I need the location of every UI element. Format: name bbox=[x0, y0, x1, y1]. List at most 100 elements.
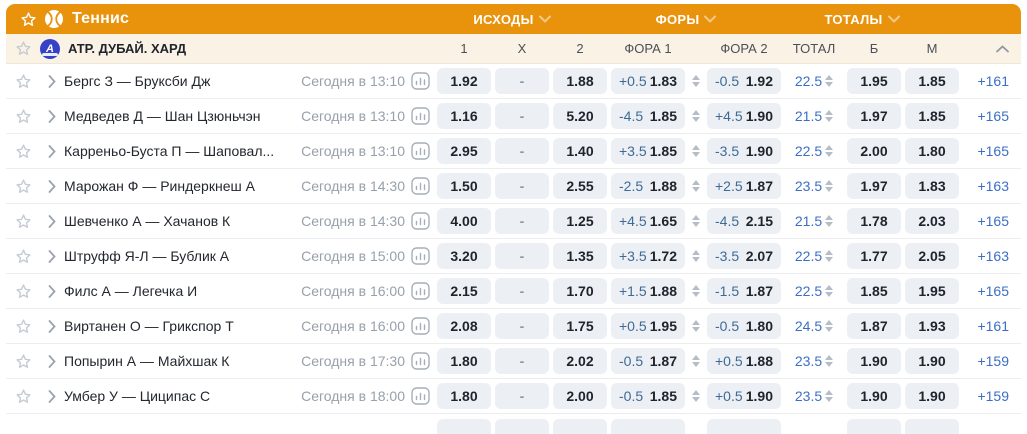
total-stepper[interactable] bbox=[825, 320, 834, 332]
match-name[interactable]: Марожан Ф — Риндеркнеш А bbox=[64, 178, 255, 194]
more-markets-link[interactable]: +161 bbox=[977, 318, 1009, 334]
total-stepper[interactable] bbox=[825, 355, 834, 367]
odds-draw[interactable]: - bbox=[495, 348, 549, 374]
total-stepper[interactable] bbox=[825, 110, 834, 122]
more-markets-link[interactable]: +159 bbox=[977, 353, 1009, 369]
odds-handicap2[interactable]: -1.5 1.87 bbox=[707, 278, 781, 304]
more-markets-link[interactable]: +165 bbox=[977, 108, 1009, 124]
match-statistics-icon[interactable] bbox=[405, 352, 435, 370]
expand-match-chevron-right-icon[interactable] bbox=[40, 319, 64, 333]
handicap-stepper[interactable] bbox=[692, 355, 700, 367]
expand-match-chevron-right-icon[interactable] bbox=[40, 214, 64, 228]
odds-handicap2[interactable]: +4.5 1.90 bbox=[707, 103, 781, 129]
match-statistics-icon[interactable] bbox=[405, 247, 435, 265]
odds-w1[interactable]: 1.50 bbox=[437, 173, 491, 199]
match-statistics-icon[interactable] bbox=[405, 177, 435, 195]
match-statistics-icon[interactable] bbox=[405, 107, 435, 125]
favorite-match-star-icon[interactable] bbox=[6, 318, 40, 335]
expand-match-chevron-right-icon[interactable] bbox=[40, 284, 64, 298]
odds-w2[interactable]: 2.02 bbox=[553, 348, 607, 374]
odds-w2[interactable]: 1.70 bbox=[553, 278, 607, 304]
more-markets-link[interactable]: +161 bbox=[977, 73, 1009, 89]
collapse-league-chevron-up-icon[interactable] bbox=[961, 44, 1021, 53]
odds-total-over[interactable]: 1.95 bbox=[847, 68, 901, 94]
odds-w2[interactable]: 1.40 bbox=[553, 138, 607, 164]
odds-w1[interactable]: 3.20 bbox=[437, 243, 491, 269]
odds-handicap2[interactable]: -3.5 1.90 bbox=[707, 138, 781, 164]
favorite-match-star-icon[interactable] bbox=[6, 283, 40, 300]
total-stepper[interactable] bbox=[825, 75, 834, 87]
odds-handicap1[interactable]: +0.5 1.95 bbox=[611, 313, 685, 339]
favorite-match-star-icon[interactable] bbox=[6, 108, 40, 125]
favorite-match-star-icon[interactable] bbox=[6, 353, 40, 370]
odds-draw[interactable]: - bbox=[495, 173, 549, 199]
odds-total-over[interactable]: 1.97 bbox=[847, 103, 901, 129]
odds-w1[interactable]: 4.00 bbox=[437, 208, 491, 234]
odds-handicap2[interactable]: -0.5 1.80 bbox=[707, 313, 781, 339]
odds-total-under[interactable]: 1.80 bbox=[905, 138, 959, 164]
match-name[interactable]: Медведев Д — Шан Цзюньчэн bbox=[64, 108, 261, 124]
odds-draw[interactable]: - bbox=[495, 313, 549, 339]
odds-total-over[interactable]: 1.90 bbox=[847, 383, 901, 409]
odds-draw[interactable]: - bbox=[495, 103, 549, 129]
odds-draw[interactable]: - bbox=[495, 138, 549, 164]
handicap-stepper[interactable] bbox=[692, 250, 700, 262]
odds-w2[interactable]: 2.55 bbox=[553, 173, 607, 199]
total-line[interactable]: 23.5 bbox=[795, 178, 834, 194]
expand-match-chevron-right-icon[interactable] bbox=[40, 109, 64, 123]
odds-total-over[interactable]: 1.97 bbox=[847, 173, 901, 199]
expand-match-chevron-right-icon[interactable] bbox=[40, 179, 64, 193]
match-statistics-icon[interactable] bbox=[405, 142, 435, 160]
handicap-stepper[interactable] bbox=[692, 390, 700, 402]
expand-match-chevron-right-icon[interactable] bbox=[40, 249, 64, 263]
total-line[interactable]: 24.5 bbox=[795, 318, 834, 334]
total-stepper[interactable] bbox=[825, 250, 834, 262]
handicap-stepper[interactable] bbox=[692, 215, 700, 227]
odds-w1[interactable]: 2.08 bbox=[437, 313, 491, 339]
odds-w2[interactable]: 1.75 bbox=[553, 313, 607, 339]
odds-w1[interactable]: 2.15 bbox=[437, 278, 491, 304]
odds-draw[interactable]: - bbox=[495, 243, 549, 269]
odds-total-over[interactable]: 1.78 bbox=[847, 208, 901, 234]
total-line[interactable]: 22.5 bbox=[795, 143, 834, 159]
odds-total-under[interactable]: 1.83 bbox=[905, 173, 959, 199]
more-markets-link[interactable]: +163 bbox=[977, 178, 1009, 194]
market-group-handicaps[interactable]: ФОРЫ bbox=[599, 12, 773, 27]
odds-handicap1[interactable]: +1.5 1.88 bbox=[611, 278, 685, 304]
handicap-stepper[interactable] bbox=[692, 110, 700, 122]
total-line[interactable]: 22.5 bbox=[795, 248, 834, 264]
odds-handicap2[interactable]: -4.5 2.15 bbox=[707, 208, 781, 234]
odds-handicap1[interactable]: +0.5 1.83 bbox=[611, 68, 685, 94]
market-group-outcomes[interactable]: ИСХОДЫ bbox=[425, 12, 599, 27]
more-markets-link[interactable]: +165 bbox=[977, 213, 1009, 229]
odds-w2[interactable]: 1.25 bbox=[553, 208, 607, 234]
match-name[interactable]: Штруфф Я-Л — Бублик А bbox=[64, 248, 230, 264]
handicap-stepper[interactable] bbox=[692, 180, 700, 192]
more-markets-link[interactable]: +165 bbox=[977, 283, 1009, 299]
total-stepper[interactable] bbox=[825, 180, 834, 192]
odds-handicap2[interactable]: -3.5 2.07 bbox=[707, 243, 781, 269]
match-statistics-icon[interactable] bbox=[405, 387, 435, 405]
expand-match-chevron-right-icon[interactable] bbox=[40, 354, 64, 368]
odds-w1[interactable]: 2.95 bbox=[437, 138, 491, 164]
odds-draw[interactable]: - bbox=[495, 383, 549, 409]
odds-total-over[interactable]: 2.00 bbox=[847, 138, 901, 164]
total-line[interactable]: 21.5 bbox=[795, 108, 834, 124]
odds-w1[interactable]: 1.80 bbox=[437, 383, 491, 409]
odds-w1[interactable]: 1.16 bbox=[437, 103, 491, 129]
expand-match-chevron-right-icon[interactable] bbox=[40, 144, 64, 158]
favorite-sport-star-icon[interactable] bbox=[16, 11, 40, 28]
expand-match-chevron-right-icon[interactable] bbox=[40, 389, 64, 403]
match-name[interactable]: Умбер У — Циципас С bbox=[64, 388, 211, 404]
match-statistics-icon[interactable] bbox=[405, 317, 435, 335]
favorite-match-star-icon[interactable] bbox=[6, 73, 40, 90]
odds-total-under[interactable]: 1.93 bbox=[905, 313, 959, 339]
total-stepper[interactable] bbox=[825, 390, 834, 402]
odds-draw[interactable]: - bbox=[495, 208, 549, 234]
odds-total-under[interactable]: 2.03 bbox=[905, 208, 959, 234]
favorite-league-star-icon[interactable] bbox=[6, 40, 40, 57]
odds-w2[interactable]: 1.88 bbox=[553, 68, 607, 94]
league-header[interactable]: A АТР. ДУБАЙ. ХАРД 1 X 2 ФОРА 1 ФОРА 2 Т… bbox=[6, 34, 1021, 64]
odds-handicap2[interactable]: -0.5 1.92 bbox=[707, 68, 781, 94]
total-line[interactable]: 22.5 bbox=[795, 283, 834, 299]
